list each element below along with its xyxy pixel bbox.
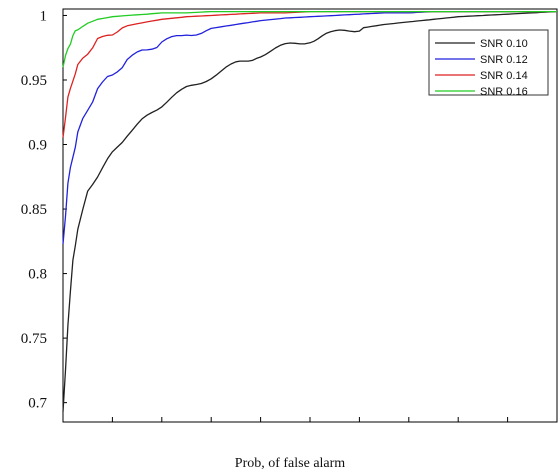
y-tick-label: 1 (40, 8, 48, 24)
legend-label: SNR 0.10 (480, 38, 528, 50)
y-tick-label: 0.95 (21, 73, 47, 89)
y-tick-label: 0.7 (28, 396, 47, 412)
x-axis-label: Prob, of false alarm (235, 456, 346, 471)
y-tick-label: 0.9 (28, 138, 47, 154)
y-tick-label: 0.85 (21, 202, 47, 218)
legend-label: SNR 0.16 (480, 86, 528, 98)
series-line-1 (62, 10, 558, 412)
y-axis: 1 0.95 0.9 0.85 0.8 0.75 0.7 (21, 8, 67, 412)
legend-label: SNR 0.12 (480, 54, 528, 66)
y-tick-label: 0.8 (28, 267, 47, 283)
legend: SNR 0.10 SNR 0.12 SNR 0.14 SNR 0.16 (428, 29, 549, 98)
series-lines (62, 10, 558, 412)
y-tick-label: 0.75 (21, 331, 47, 347)
series-line-4 (62, 10, 557, 68)
legend-box (428, 29, 549, 96)
legend-label: SNR 0.14 (480, 70, 528, 82)
x-axis (111, 417, 509, 422)
